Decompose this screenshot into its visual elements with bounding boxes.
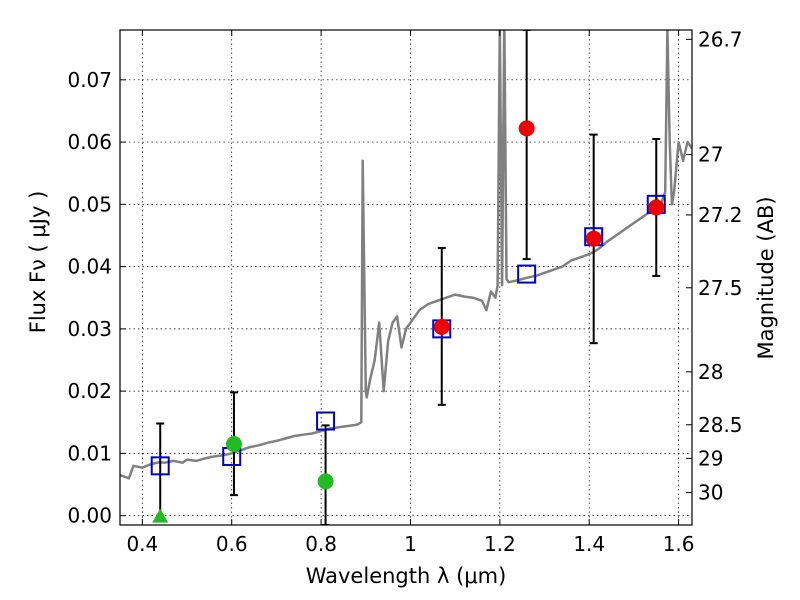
x-tick-label: 1.4 [573, 532, 605, 556]
y-tick-label: 0.07 [67, 68, 112, 92]
photometry-circle-marker [518, 120, 535, 137]
photometry-circle-marker [225, 436, 242, 453]
model-square-marker [517, 264, 537, 284]
y-tick-label: 0.02 [67, 379, 112, 403]
tick-labels: 0.4 0.6 0.8 1 1.2 1.4 1.6 0.00 0.01 0.02 0.03 0.04 0… [67, 27, 742, 556]
right-tick-label: 29 [698, 446, 723, 470]
right-tick-label: 27.5 [698, 276, 743, 300]
y-tick-label: 0.04 [67, 255, 112, 279]
grid-lines [120, 30, 692, 525]
right-tick-label: 28.5 [698, 413, 743, 437]
x-tick-label: 1.2 [484, 532, 516, 556]
upper-limit-triangle-marker [152, 508, 169, 523]
photometry-circle-marker [317, 473, 334, 490]
x-tick-label: 0.8 [305, 532, 337, 556]
y-right-axis-label: Magnitude (AB) [754, 196, 778, 359]
x-tick-label: 1.6 [663, 532, 695, 556]
spectrum-line [120, 30, 692, 480]
model-square-marker [150, 456, 170, 476]
y-tick-label: 0.00 [67, 504, 112, 528]
model-square-marker [316, 411, 336, 431]
x-tick-label: 1 [404, 532, 417, 556]
y-tick-label: 0.06 [67, 130, 112, 154]
right-tick-label: 27.2 [698, 203, 743, 227]
right-tick-label: 26.7 [698, 27, 743, 51]
tick-marks [120, 30, 692, 525]
photometry-circle-marker [648, 199, 665, 216]
x-axis-label: Wavelength λ (μm) [306, 564, 507, 588]
y-axis-label: Flux Fν ( μJy ) [26, 191, 50, 334]
x-tick-label: 0.6 [216, 532, 248, 556]
y-tick-label: 0.05 [67, 192, 112, 216]
y-tick-label: 0.01 [67, 441, 112, 465]
right-tick-label: 28 [698, 360, 723, 384]
axes-frame [119, 29, 693, 526]
photometry-circle-marker [433, 319, 450, 335]
right-tick-label: 30 [698, 481, 723, 505]
right-tick-label: 27 [698, 143, 723, 167]
x-tick-label: 0.4 [126, 532, 158, 556]
photometry-circle-marker [585, 230, 602, 247]
y-tick-label: 0.03 [67, 317, 112, 341]
plot-area [120, 30, 692, 525]
